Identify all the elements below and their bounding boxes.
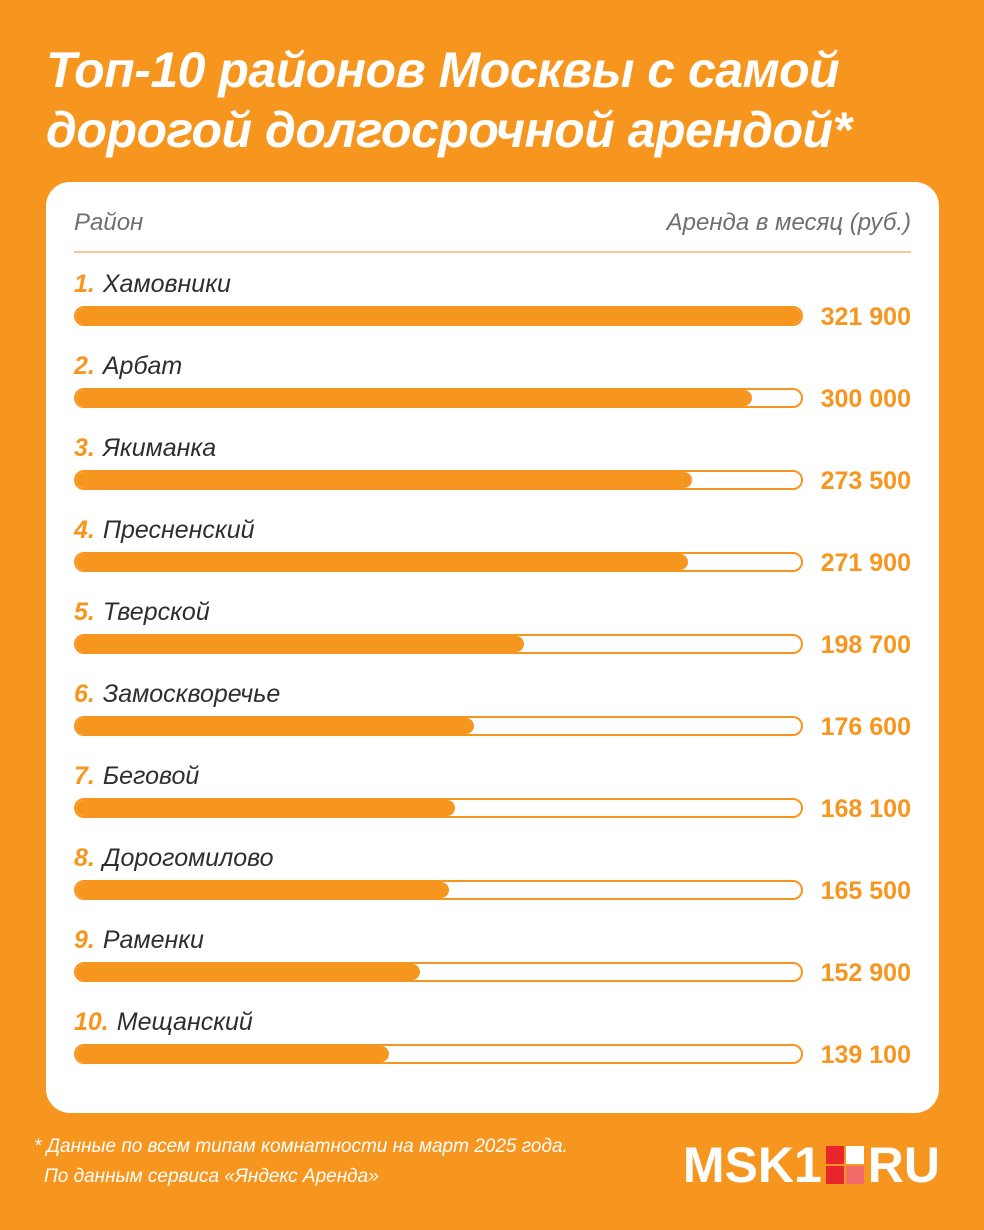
- value-label: 165 500: [820, 877, 911, 905]
- rank-number: 3.: [74, 434, 95, 462]
- value-label: 273 500: [820, 467, 911, 495]
- rank-number: 2.: [74, 352, 95, 380]
- bar: [76, 554, 689, 570]
- district-name: Беговой: [102, 762, 200, 790]
- category-label: 3. Якиманка: [74, 432, 216, 464]
- bar: [76, 472, 692, 488]
- bar: [76, 964, 421, 980]
- title-line-2: дорогой долгосрочной арендой*: [46, 102, 852, 158]
- bar: [76, 1046, 390, 1062]
- bar-track: [74, 716, 803, 736]
- category-label: 1. Хамовники: [74, 268, 231, 300]
- value-label: 300 000: [820, 385, 911, 413]
- bar-row: 9. Раменки 152 900: [46, 924, 939, 1006]
- rank-number: 9.: [74, 926, 95, 954]
- bar-row: 10. Мещанский 139 100: [46, 1006, 939, 1088]
- value-label: 321 900: [820, 303, 911, 331]
- logo-square-1: [825, 1146, 844, 1164]
- category-label: 6. Замоскворечье: [74, 678, 280, 710]
- district-name: Тверской: [102, 598, 210, 626]
- value-label: 152 900: [820, 959, 911, 987]
- logo-square-mark: [825, 1146, 864, 1184]
- bar-track: [74, 880, 803, 900]
- footnote-line-2: По данным сервиса «Яндекс Аренда»: [44, 1166, 379, 1187]
- value-label: 168 100: [820, 795, 911, 823]
- logo-square-3: [825, 1166, 844, 1184]
- category-label: 7. Беговой: [74, 760, 199, 792]
- value-label: 176 600: [820, 713, 911, 741]
- rank-number: 1.: [74, 270, 95, 298]
- district-name: Раменки: [102, 926, 204, 954]
- bar: [76, 718, 474, 734]
- bar-row: 4. Пресненский 271 900: [46, 514, 939, 596]
- bar-row: 6. Замоскворечье 176 600: [46, 678, 939, 760]
- value-label: 139 100: [820, 1041, 911, 1069]
- bar: [76, 882, 449, 898]
- rank-number: 4.: [74, 516, 95, 544]
- bar-row: 5. Тверской 198 700: [46, 596, 939, 678]
- district-name: Дорогомилово: [102, 844, 274, 872]
- bar: [76, 308, 801, 324]
- district-name: Хамовники: [102, 270, 231, 298]
- chart-title: Топ-10 районов Москвы с самой дорогой до…: [46, 40, 946, 160]
- bar: [76, 800, 455, 816]
- category-label: 9. Раменки: [74, 924, 204, 956]
- bar: [76, 636, 524, 652]
- logo-square-4: [845, 1166, 864, 1184]
- bar-track: [74, 306, 803, 326]
- district-name: Мещанский: [116, 1008, 253, 1036]
- bar: [76, 390, 752, 406]
- bar-track: [74, 634, 803, 654]
- bar-row: 3. Якиманка 273 500: [46, 432, 939, 514]
- category-label: 10. Мещанский: [74, 1006, 253, 1038]
- bar-track: [74, 388, 803, 408]
- rank-number: 6.: [74, 680, 95, 708]
- bar-row: 7. Беговой 168 100: [46, 760, 939, 842]
- category-label: 2. Арбат: [74, 350, 182, 382]
- rank-number: 8.: [74, 844, 95, 872]
- bar-track: [74, 552, 803, 572]
- logo-text-right: RU: [867, 1137, 940, 1193]
- district-name: Арбат: [102, 352, 183, 380]
- rank-number: 7.: [74, 762, 95, 790]
- district-name: Замоскворечье: [102, 680, 281, 708]
- column-header-district: Район: [74, 209, 144, 236]
- bar-rows: 1. Хамовники 321 900 2. Арбат 300 000 3. Якиман…: [46, 182, 939, 1113]
- footnote-line-1: * Данные по всем типам комнатности на ма…: [34, 1136, 568, 1157]
- bar-row: 8. Дорогомилово 165 500: [46, 842, 939, 924]
- bar-track: [74, 798, 803, 818]
- category-label: 4. Пресненский: [74, 514, 255, 546]
- bar-track: [74, 1044, 803, 1064]
- category-label: 8. Дорогомилово: [74, 842, 274, 874]
- category-label: 5. Тверской: [74, 596, 210, 628]
- bar-track: [74, 470, 803, 490]
- rank-number: 5.: [74, 598, 95, 626]
- logo-text-left: MSK1: [682, 1137, 822, 1193]
- district-name: Якиманка: [102, 434, 217, 462]
- bar-row: 1. Хамовники 321 900: [46, 268, 939, 350]
- bar-track: [74, 962, 803, 982]
- column-header-rent: Аренда в месяц (руб.): [666, 209, 911, 236]
- value-label: 271 900: [820, 549, 911, 577]
- value-label: 198 700: [820, 631, 911, 659]
- header-divider: [74, 251, 911, 253]
- district-name: Пресненский: [102, 516, 255, 544]
- msk1-logo: MSK1 RU: [683, 1140, 940, 1190]
- rank-number: 10.: [74, 1008, 109, 1036]
- chart-card: Район Аренда в месяц (руб.) 1. Хамовники 3…: [46, 182, 939, 1113]
- title-line-1: Топ-10 районов Москвы с самой: [46, 42, 840, 98]
- logo-square-2: [845, 1146, 864, 1164]
- footnote: * Данные по всем типам комнатности на ма…: [34, 1132, 568, 1192]
- bar-row: 2. Арбат 300 000: [46, 350, 939, 432]
